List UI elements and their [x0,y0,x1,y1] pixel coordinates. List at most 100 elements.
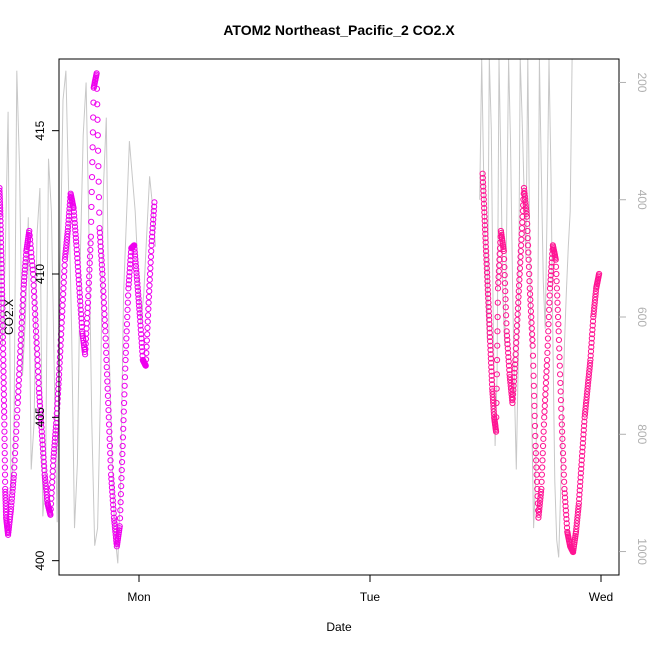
data-point [482,230,489,237]
data-point [117,499,124,506]
data-point [0,311,6,318]
data-point [62,245,70,252]
data-point [0,305,6,312]
data-point [8,499,15,506]
data-point [573,523,580,530]
data-point [2,478,9,485]
data-point [575,500,582,507]
data-point [38,419,45,427]
data-point [75,272,82,279]
data-point [0,385,7,392]
data-point [103,371,111,378]
data-point [87,233,94,240]
data-point [530,362,537,369]
data-point [486,333,494,341]
data-point [557,397,565,404]
data-point [120,417,127,424]
data-point [0,247,5,255]
data-point [41,471,48,478]
data-point [119,450,126,458]
data-point [100,288,107,295]
data-point [502,304,509,311]
data-point [132,255,139,263]
data-point [542,385,549,392]
data-point [0,339,7,346]
data-point [101,316,108,323]
data-point [75,268,82,275]
data-point [490,408,497,415]
data-point [526,278,533,285]
data-point [509,391,517,398]
data-point [575,505,582,513]
data-point [578,461,585,468]
data-point [487,338,494,345]
data-point [49,468,56,475]
data-point [87,246,94,254]
data-point [144,312,152,319]
data-point [104,378,111,385]
data-point [556,371,564,378]
data-point [515,293,522,301]
data-point [9,485,16,492]
data-point [480,183,487,190]
data-point [95,163,102,170]
data-point [0,260,5,268]
data-point [501,272,508,279]
data-point [83,325,90,332]
data-point [101,305,108,312]
y-tick-label: 400 [33,550,47,570]
data-point [100,293,107,301]
data-point [0,202,4,209]
data-point [43,485,50,493]
data-point [101,311,108,318]
data-point [583,391,591,398]
data-point [540,435,547,442]
data-point [57,336,64,344]
data-point [531,402,538,409]
data-point [11,457,18,464]
data-point [0,213,4,220]
data-point [131,242,138,249]
data-point [100,299,107,306]
data-point [0,374,7,381]
data-point [522,204,530,212]
data-point [138,331,145,338]
data-point [485,299,492,306]
data-point [17,342,24,349]
data-point [94,132,101,139]
data-point [31,293,38,301]
data-point [151,203,158,210]
data-point [131,252,139,259]
data-point [540,428,547,435]
data-point [0,184,3,192]
data-point [148,233,156,240]
data-point [546,306,553,313]
data-point [1,428,8,435]
data-point [505,354,512,361]
data-point [490,399,497,407]
data-point [122,356,129,364]
data-point [591,299,598,306]
data-point [71,223,79,230]
data-point [34,356,41,364]
data-point [19,296,27,303]
data-point [41,462,48,470]
data-point [135,291,142,298]
data-point [547,280,554,288]
data-point [0,265,5,272]
data-point [555,321,562,328]
data-point [0,379,7,387]
data-point [89,129,97,136]
data-point [32,316,39,323]
x-axis-label: Date [326,620,352,634]
data-point [578,457,585,464]
data-point [61,262,68,269]
data-point [103,349,110,356]
data-point [88,218,95,225]
data-point [38,424,45,431]
data-point [529,336,536,344]
data-point [97,243,104,250]
data-point [18,331,25,338]
data-point [545,321,552,328]
data-point [513,328,520,335]
